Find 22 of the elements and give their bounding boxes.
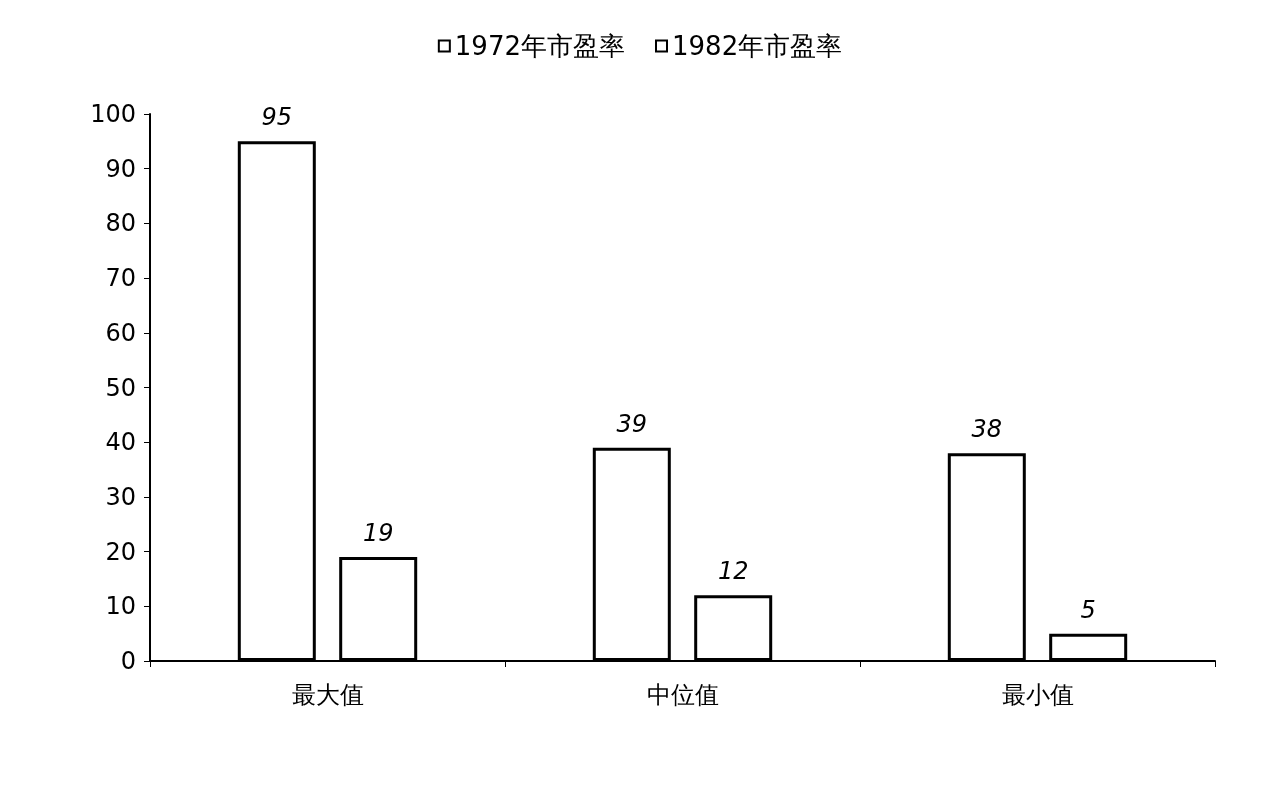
legend-label: 1982年市盈率 bbox=[672, 31, 843, 61]
x-tick-label: 最小值 bbox=[1001, 681, 1074, 709]
y-tick-label: 20 bbox=[105, 537, 136, 566]
data-label: 5 bbox=[1080, 595, 1096, 624]
data-label: 12 bbox=[717, 557, 749, 586]
x-tick-label: 最大值 bbox=[291, 681, 364, 709]
y-tick-label: 30 bbox=[105, 482, 136, 511]
y-tick-label: 60 bbox=[105, 318, 136, 347]
legend-label: 1972年市盈率 bbox=[454, 31, 625, 61]
x-tick-label: 中位值 bbox=[646, 681, 719, 709]
data-label: 19 bbox=[362, 519, 394, 548]
y-tick-label: 100 bbox=[90, 100, 136, 128]
data-label: 38 bbox=[971, 415, 1003, 444]
y-tick-label: 0 bbox=[120, 647, 136, 675]
data-label: 95 bbox=[261, 103, 293, 132]
y-tick-label: 80 bbox=[105, 209, 136, 238]
data-label: 39 bbox=[616, 409, 648, 438]
y-tick-label: 10 bbox=[105, 592, 136, 621]
y-tick-label: 90 bbox=[105, 154, 136, 183]
y-tick-label: 40 bbox=[105, 428, 136, 457]
y-tick-label: 50 bbox=[105, 373, 136, 402]
y-tick-label: 70 bbox=[105, 264, 136, 293]
